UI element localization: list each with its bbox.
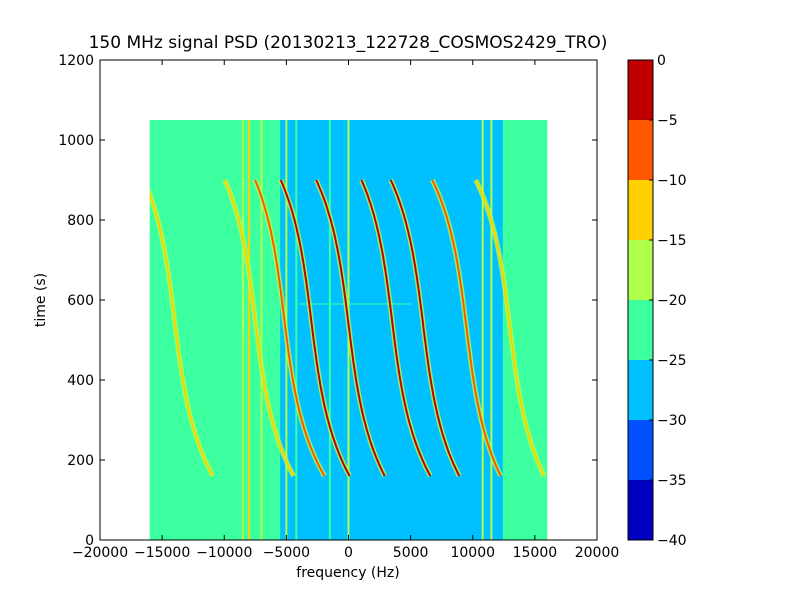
y-tick-label: 1000 <box>58 133 94 149</box>
colorbar-segment <box>628 120 653 180</box>
colorbar-tick-label: −10 <box>657 173 687 189</box>
colorbar-tick-label: −15 <box>657 233 687 249</box>
plot-area: −20000 −15000 −10000 −5000 0 5000 10000 15000 20… <box>58 53 619 561</box>
x-tick-label: 15000 <box>513 545 558 561</box>
doppler-trace <box>315 179 386 477</box>
x-tick-label: −10000 <box>196 545 252 561</box>
colorbar-tick-label: −5 <box>657 113 678 129</box>
heatmap-layer <box>149 120 548 540</box>
doppler-trace <box>389 179 461 477</box>
y-tick-label: 200 <box>67 453 94 469</box>
x-tick-label: 20000 <box>575 545 620 561</box>
colorbar-segment <box>628 60 653 120</box>
colorbar-segment <box>628 180 653 240</box>
colorbar-tick-label: −30 <box>657 413 687 429</box>
y-tick-label: 600 <box>67 293 94 309</box>
colorbar-segment <box>628 240 653 300</box>
colorbar-tick-label: −25 <box>657 353 687 369</box>
x-tick-label: −15000 <box>134 545 190 561</box>
colorbar-segment <box>628 480 653 540</box>
doppler-trace <box>254 179 326 477</box>
chart-title: 150 MHz signal PSD (20130213_122728_COSM… <box>89 33 608 53</box>
x-tick-label: 10000 <box>450 545 495 561</box>
y-tick-label: 1200 <box>58 53 94 69</box>
y-axis-label: time (s) <box>33 273 49 327</box>
y-axis-ticks: 0 200 400 600 800 1000 1200 <box>58 53 597 549</box>
doppler-trace <box>279 179 351 477</box>
colorbar-segment <box>628 420 653 480</box>
x-tick-label: −20000 <box>72 545 128 561</box>
doppler-trace <box>360 179 432 477</box>
doppler-trace <box>149 191 214 477</box>
colorbar-tick-label: 0 <box>657 53 666 69</box>
colorbar: 0 −5 −10 −15 −20 −25 −30 −35 −40 <box>627 53 687 549</box>
doppler-trace <box>474 179 546 477</box>
doppler-traces <box>149 178 547 478</box>
colorbar-tick-label: −40 <box>657 533 687 549</box>
x-axis-label: frequency (Hz) <box>296 565 399 581</box>
y-tick-label: 400 <box>67 373 94 389</box>
colorbar-tick-label: −35 <box>657 473 687 489</box>
colorbar-tick-label: −20 <box>657 293 687 309</box>
x-tick-label: 5000 <box>393 545 429 561</box>
y-tick-label: 800 <box>67 213 94 229</box>
y-tick-label: 0 <box>85 533 94 549</box>
x-tick-label: 0 <box>344 545 353 561</box>
x-tick-label: −5000 <box>263 545 310 561</box>
doppler-trace <box>223 179 295 477</box>
x-axis-ticks: −20000 −15000 −10000 −5000 0 5000 10000 15000 20… <box>72 60 619 561</box>
colorbar-segment <box>628 300 653 360</box>
colorbar-segment <box>628 360 653 420</box>
doppler-trace <box>431 179 502 477</box>
